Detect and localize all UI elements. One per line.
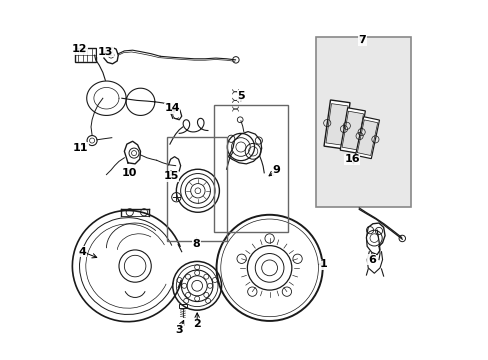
Text: 1: 1 (319, 259, 326, 269)
Text: 3: 3 (175, 325, 183, 335)
Text: 9: 9 (272, 165, 280, 175)
Text: 11: 11 (72, 143, 88, 153)
Text: 8: 8 (192, 239, 200, 249)
Polygon shape (340, 108, 365, 153)
Polygon shape (325, 104, 347, 145)
Polygon shape (357, 120, 377, 156)
Text: 14: 14 (164, 103, 180, 113)
Text: 13: 13 (98, 46, 113, 57)
Polygon shape (324, 100, 349, 149)
Polygon shape (355, 117, 379, 159)
Text: 16: 16 (344, 154, 359, 164)
Text: 6: 6 (367, 255, 375, 265)
Polygon shape (342, 111, 363, 150)
Text: 4: 4 (78, 247, 86, 257)
Text: 15: 15 (163, 171, 178, 181)
Text: 7: 7 (358, 35, 365, 45)
Text: 5: 5 (237, 91, 244, 101)
Text: 12: 12 (72, 44, 87, 54)
Text: 2: 2 (193, 319, 201, 329)
FancyBboxPatch shape (316, 37, 410, 207)
Text: 10: 10 (121, 168, 137, 178)
